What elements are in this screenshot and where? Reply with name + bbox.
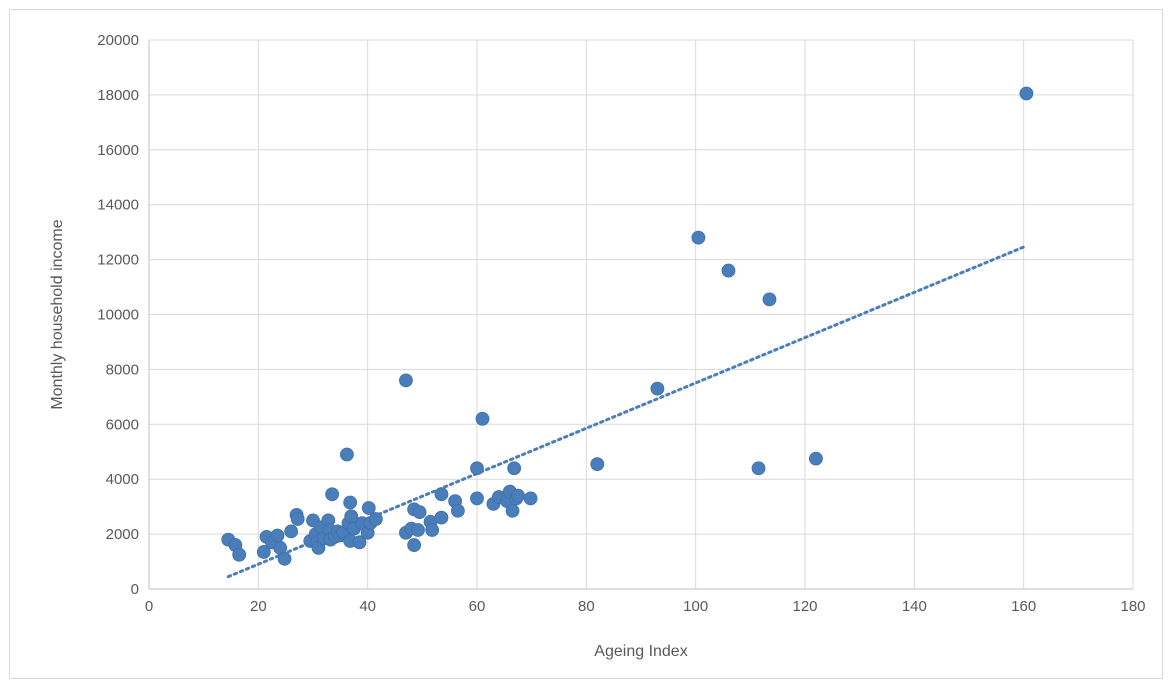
data-point xyxy=(411,523,425,537)
y-tick-label: 18000 xyxy=(97,87,139,104)
y-tick-label: 10000 xyxy=(97,307,139,324)
data-point xyxy=(277,551,292,566)
y-tick-label: 4000 xyxy=(106,471,139,488)
data-point xyxy=(434,487,449,502)
data-point xyxy=(507,461,522,476)
data-point xyxy=(511,488,525,503)
data-point xyxy=(361,501,376,515)
data-point xyxy=(270,528,285,543)
data-points xyxy=(221,86,1034,566)
data-point xyxy=(425,523,440,537)
y-tick-label: 0 xyxy=(131,581,139,598)
data-point xyxy=(762,292,777,307)
y-tick-label: 12000 xyxy=(97,252,139,269)
data-point xyxy=(691,230,706,245)
x-tick-label: 40 xyxy=(359,598,376,615)
x-tick-label: 0 xyxy=(145,598,153,615)
x-axis-title: Ageing Index xyxy=(594,643,687,660)
y-tick-label: 20000 xyxy=(97,32,139,49)
data-point xyxy=(284,524,299,539)
y-tick-label: 8000 xyxy=(106,361,139,378)
data-point xyxy=(290,512,305,526)
y-tick-label: 14000 xyxy=(97,197,139,214)
x-tick-label: 120 xyxy=(792,598,817,615)
data-point xyxy=(407,538,422,552)
x-tick-label: 20 xyxy=(250,598,267,615)
axes xyxy=(148,40,1133,590)
data-point xyxy=(339,447,354,462)
data-point xyxy=(399,373,413,388)
data-point xyxy=(1019,86,1034,101)
data-point xyxy=(434,510,449,525)
y-tick-label: 6000 xyxy=(106,416,139,433)
x-tick-label: 100 xyxy=(683,598,708,615)
data-point xyxy=(412,505,427,520)
gridlines xyxy=(149,39,1134,589)
x-tick-label: 60 xyxy=(469,598,486,615)
x-tick-label: 180 xyxy=(1120,598,1145,615)
x-tick-label: 80 xyxy=(578,598,595,615)
data-point xyxy=(343,495,358,510)
data-point xyxy=(232,547,247,562)
x-tick-label: 160 xyxy=(1011,598,1036,615)
data-point xyxy=(256,545,271,559)
data-point xyxy=(450,503,465,518)
data-point xyxy=(325,487,340,502)
x-tick-label: 140 xyxy=(902,598,927,615)
data-point xyxy=(650,381,665,396)
data-point xyxy=(470,461,484,476)
data-point xyxy=(809,451,823,466)
data-point xyxy=(751,461,766,476)
data-point xyxy=(721,263,736,278)
y-tick-label: 16000 xyxy=(97,142,139,159)
data-point xyxy=(470,491,484,506)
data-point xyxy=(590,457,605,472)
tick-labels: 0 20 40 60 80 100 120 140 160 180 0 2000 4000 6000 800… xyxy=(97,32,1145,615)
data-point xyxy=(523,491,538,506)
data-point xyxy=(368,512,383,526)
y-tick-label: 2000 xyxy=(106,526,139,543)
data-point xyxy=(475,411,490,426)
data-point xyxy=(352,535,367,550)
y-axis-title: Monthly household income xyxy=(49,219,66,409)
data-point xyxy=(505,503,520,518)
